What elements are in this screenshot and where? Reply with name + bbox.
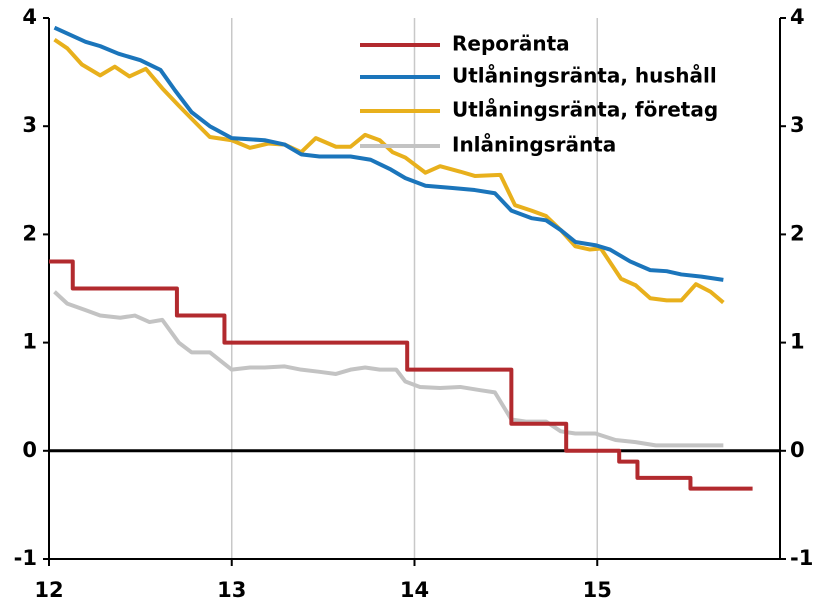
x-tick-label: 14 — [400, 578, 429, 602]
y-tick-label: 0 — [22, 438, 37, 462]
y-tick-label: 1 — [22, 330, 37, 354]
y2-tick-label: 4 — [790, 5, 805, 29]
y2-tick-label: 1 — [790, 330, 805, 354]
legend-label: Utlåningsränta, företag — [452, 98, 718, 122]
legend-label: Utlåningsränta, hushåll — [452, 64, 717, 88]
y-tick-label: 3 — [22, 113, 37, 137]
legend-label: Inlåningsränta — [452, 133, 616, 157]
legend-label: Reporänta — [452, 32, 570, 56]
y2-tick-label: 2 — [790, 221, 805, 245]
y2-tick-label: 0 — [790, 438, 805, 462]
y-tick-label: 2 — [22, 221, 37, 245]
series-line — [53, 25, 724, 282]
series-line — [53, 290, 724, 448]
y2-tick-label: 3 — [790, 113, 805, 137]
series-line — [53, 37, 725, 305]
y2-tick-label: -1 — [790, 546, 813, 570]
x-tick-label: 15 — [583, 578, 612, 602]
y-tick-label: -1 — [14, 546, 37, 570]
y-tick-label: 4 — [22, 5, 37, 29]
x-tick-label: 12 — [34, 578, 63, 602]
series-line — [49, 259, 753, 491]
x-tick-label: 13 — [217, 578, 246, 602]
